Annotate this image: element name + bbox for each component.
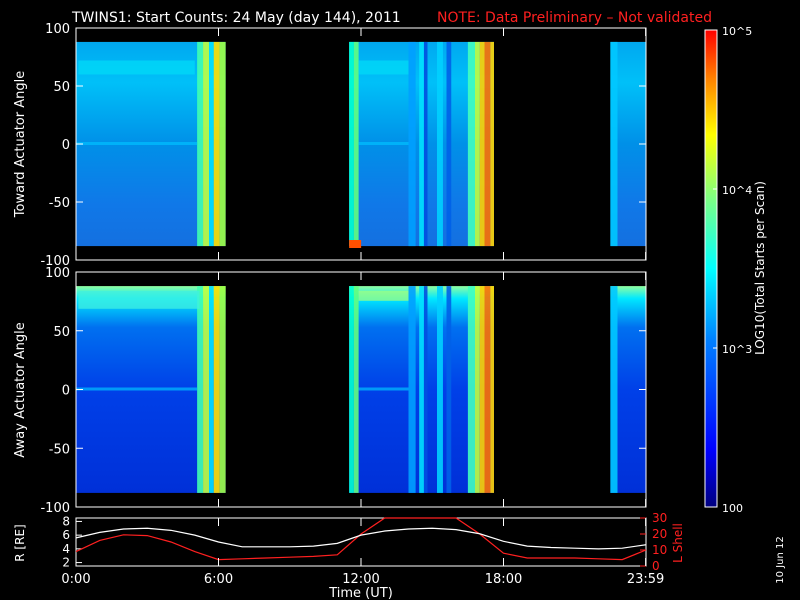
x-tick-label: 12:00 [342, 572, 379, 587]
orbit-left-tick-label: 6 [62, 528, 70, 542]
x-tick-label: 23:59 [627, 572, 664, 587]
date-stamp: 10 Jun 12 [775, 536, 786, 583]
away-stripe [467, 286, 475, 493]
toward-stripe [437, 41, 443, 247]
colorbar-gradient [705, 30, 717, 507]
away-stripe [423, 286, 428, 493]
away-stripe [209, 286, 214, 493]
colorbar-tick-label: 10^3 [722, 343, 752, 356]
x-tick-label: 0:00 [61, 572, 90, 587]
colorbar-frame [704, 29, 718, 508]
orbit-left-tick-label: 8 [62, 514, 70, 528]
toward-stripe [475, 41, 480, 247]
away-stripe [446, 286, 452, 493]
preliminary-note: NOTE: Data Preliminary – Not validated [437, 10, 712, 26]
away-ytick-label: 100 [45, 266, 70, 281]
colorbar-tick-label: 10^4 [722, 184, 752, 197]
away-stripe [419, 286, 424, 493]
colorbar: 10^5 10^4 10^3 100 LOG10(Total Starts per S… [704, 25, 767, 515]
toward-ytick-label: 100 [45, 22, 70, 37]
orbit-right-tick-label: 30 [652, 511, 667, 525]
orbit-left-label: R [RE] [13, 524, 27, 561]
away-stripe [408, 286, 416, 493]
toward-high-angle-band [78, 60, 195, 75]
away-ytick-label: 50 [53, 325, 70, 340]
toward-stripe [446, 41, 452, 247]
toward-stripe [423, 41, 428, 247]
colorbar-tick-label: 10^5 [722, 25, 752, 38]
away-ytick-label: -50 [49, 442, 70, 457]
away-stripe [475, 286, 480, 493]
away-high-angle-band [78, 290, 200, 309]
away-y-ticks: 100 50 0 -50 -100 [40, 266, 646, 516]
toward-stripe [484, 41, 491, 247]
away-ylabel: Away Actuator Angle [13, 322, 28, 457]
away-stripe [490, 286, 494, 493]
away-high-angle-band [358, 290, 409, 301]
toward-stripe [467, 41, 475, 247]
toward-stripe [408, 41, 416, 247]
orbit-right-tick-label: 10 [652, 543, 667, 557]
toward-stripe [353, 41, 359, 247]
orbit-right-tick-label: 0 [652, 559, 660, 573]
toward-zero-band [358, 142, 409, 145]
away-stripe [349, 286, 354, 493]
x-axis-label: Time (UT) [328, 586, 393, 600]
toward-stripe [203, 41, 209, 247]
orbit-right-ticks: 30 20 10 0 [640, 511, 667, 573]
toward-zero-band [76, 142, 198, 145]
colorbar-tick-label: 100 [722, 502, 743, 515]
away-ytick-label: -100 [40, 501, 70, 516]
away-ytick-label: 0 [62, 384, 70, 399]
away-stripe [203, 286, 209, 493]
toward-stripe [219, 41, 226, 247]
toward-stripe [197, 41, 204, 247]
away-stripe [197, 286, 204, 493]
toward-ylabel: Toward Actuator Angle [13, 71, 28, 218]
toward-ytick-label: 0 [62, 138, 70, 153]
lshell-line [75, 517, 647, 561]
toward-ytick-label: -100 [40, 254, 70, 269]
x-axis-ticks: 0:00 6:00 12:00 18:00 23:59 [61, 28, 664, 587]
away-zero-band [358, 387, 409, 391]
toward-stripe [490, 41, 494, 247]
toward-stripe [610, 41, 618, 247]
toward-low-angle-spot [349, 240, 362, 248]
orbit-left-tick-label: 4 [62, 542, 70, 556]
orbit-right-tick-label: 20 [652, 527, 667, 541]
colorbar-ticks: 10^5 10^4 10^3 100 [713, 25, 752, 515]
away-stripe [353, 286, 359, 493]
toward-heatmap [76, 41, 646, 248]
toward-stripe [209, 41, 214, 247]
chart-title: TWINS1: Start Counts: 24 May (day 144), … [71, 10, 401, 26]
away-stripe [610, 286, 618, 493]
x-tick-label: 18:00 [485, 572, 522, 587]
r-line [75, 527, 647, 550]
away-zero-band [76, 387, 198, 391]
toward-stripe [349, 41, 354, 247]
away-stripe [484, 286, 491, 493]
toward-stripe [479, 41, 485, 247]
toward-stripe [419, 41, 424, 247]
away-stripe [219, 286, 226, 493]
orbit-right-label: L Shell [671, 523, 685, 563]
away-panel: 100 50 0 -50 -100 Away Actuator Angle [13, 266, 647, 516]
orbit-left-tick-label: 2 [62, 556, 70, 570]
toward-ytick-label: 50 [53, 80, 70, 95]
toward-stripe [213, 41, 220, 247]
toward-panel: 100 50 0 -50 -100 Toward Actuator Angle [13, 22, 647, 269]
away-heatmap [76, 286, 646, 493]
away-stripe [437, 286, 443, 493]
away-stripe [479, 286, 485, 493]
toward-ytick-label: -50 [49, 196, 70, 211]
x-tick-label: 6:00 [204, 572, 233, 587]
colorbar-label: LOG10(Total Starts per Scan) [753, 181, 767, 355]
away-stripe [213, 286, 220, 493]
toward-y-ticks: 100 50 0 -50 -100 [40, 22, 646, 269]
toward-high-angle-band [358, 60, 409, 75]
